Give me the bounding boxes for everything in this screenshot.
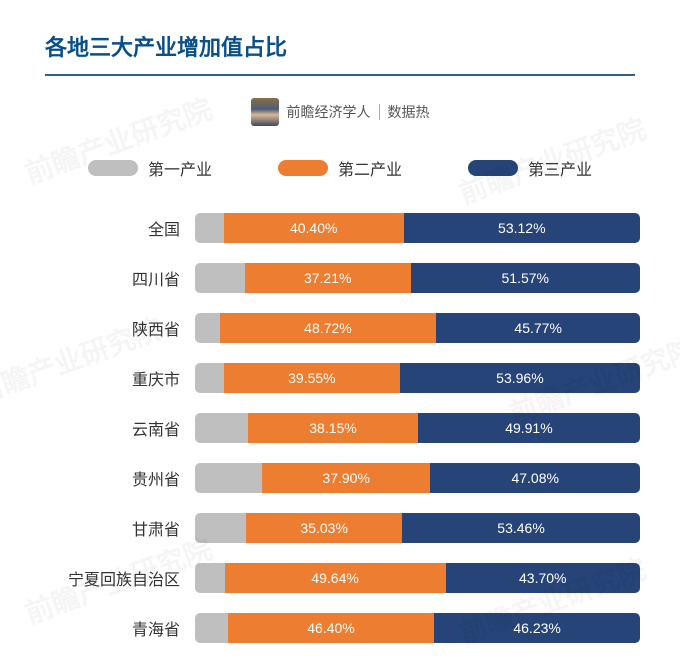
bar-track: 37.21%51.57% [195,263,640,293]
chart-row: 陕西省48.72%45.77% [35,305,640,351]
legend-label: 第二产业 [338,156,402,180]
bar-segment [195,413,248,443]
chart-row: 重庆市39.55%53.96% [35,355,640,401]
chart-row: 甘肃省35.03%53.46% [35,505,640,551]
chart-row: 贵州省37.90%47.08% [35,455,640,501]
row-label: 重庆市 [35,366,195,390]
bar-segment: 43.70% [446,563,640,593]
bar-track: 48.72%45.77% [195,313,640,343]
row-label: 四川省 [35,266,195,290]
chart-row: 云南省38.15%49.91% [35,405,640,451]
bar-segment [195,213,224,243]
legend-label: 第一产业 [148,156,212,180]
legend-item: 第三产业 [468,156,592,180]
legend: 第一产业 第二产业 第三产业 [35,156,645,180]
chart-row: 全国40.40%53.12% [35,205,640,251]
bar-segment: 45.77% [436,313,640,343]
row-label: 甘肃省 [35,516,195,540]
bar-track: 39.55%53.96% [195,363,640,393]
bar-segment [195,313,220,343]
bar-segment: 49.91% [418,413,640,443]
bar-segment [195,263,245,293]
chart-title: 各地三大产业增加值占比 [35,30,645,62]
legend-swatch [88,160,138,176]
bar-segment [195,563,225,593]
source-tag: 数据热 [388,102,430,122]
bar-track: 37.90%47.08% [195,463,640,493]
legend-item: 第一产业 [88,156,212,180]
divider-icon [379,104,380,120]
bar-segment: 53.46% [402,513,640,543]
bar-segment: 51.57% [411,263,640,293]
row-label: 云南省 [35,416,195,440]
bar-segment: 46.40% [228,613,434,643]
chart-row: 宁夏回族自治区49.64%43.70% [35,555,640,601]
bar-track: 38.15%49.91% [195,413,640,443]
bar-segment: 39.55% [224,363,400,393]
bar-segment: 46.23% [434,613,640,643]
chart-row: 四川省37.21%51.57% [35,255,640,301]
legend-item: 第二产业 [278,156,402,180]
bar-segment: 40.40% [224,213,404,243]
bar-segment: 47.08% [430,463,640,493]
avatar-icon [251,98,279,126]
bar-segment: 37.90% [262,463,431,493]
row-label: 宁夏回族自治区 [35,566,195,590]
legend-swatch [468,160,518,176]
legend-swatch [278,160,328,176]
bar-track: 46.40%46.23% [195,613,640,643]
title-underline [45,74,635,76]
bar-segment [195,463,262,493]
row-label: 全国 [35,216,195,240]
row-label: 贵州省 [35,466,195,490]
bar-track: 35.03%53.46% [195,513,640,543]
row-label: 陕西省 [35,316,195,340]
bar-segment [195,513,246,543]
source-name: 前瞻经济学人 [287,102,371,122]
bar-segment: 48.72% [220,313,437,343]
bar-segment: 35.03% [246,513,402,543]
stacked-bar-chart: 全国40.40%53.12%四川省37.21%51.57%陕西省48.72%45… [35,205,645,651]
bar-segment: 53.96% [400,363,640,393]
bar-segment [195,613,228,643]
bar-track: 40.40%53.12% [195,213,640,243]
bar-segment [195,363,224,393]
bar-segment: 49.64% [225,563,446,593]
source-line: 前瞻经济学人 数据热 [35,98,645,126]
bar-track: 49.64%43.70% [195,563,640,593]
bar-segment: 53.12% [404,213,640,243]
bar-segment: 37.21% [245,263,411,293]
row-label: 青海省 [35,616,195,640]
chart-row: 青海省46.40%46.23% [35,605,640,651]
bar-segment: 38.15% [248,413,418,443]
legend-label: 第三产业 [528,156,592,180]
